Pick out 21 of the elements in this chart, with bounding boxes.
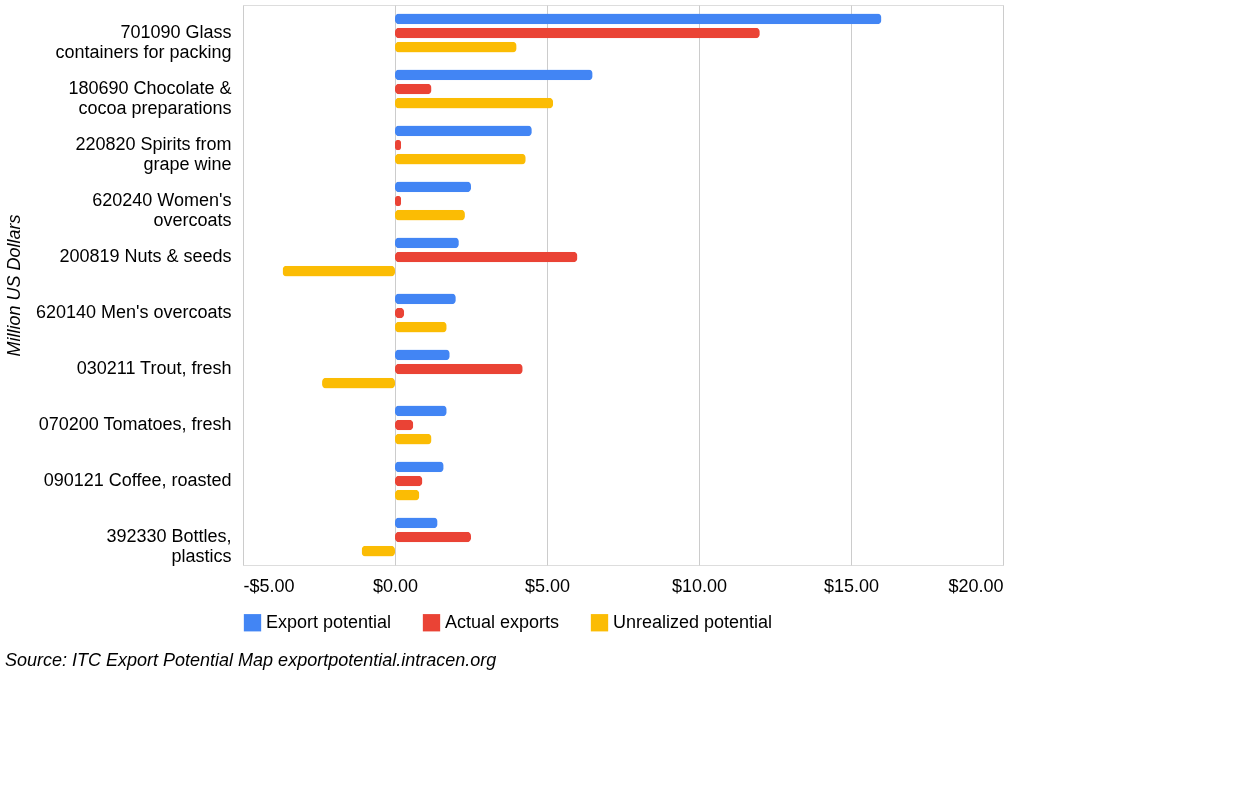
y-tick-label: 701090 Glass containers for packing xyxy=(55,22,232,62)
y-tick-label: 090121 Coffee, roasted xyxy=(43,470,232,490)
y-tick-label: 070200 Tomatoes, fresh xyxy=(38,414,232,434)
y-tick-label: 392330 Bottles, plastics xyxy=(106,526,232,566)
y-tick-label: 200819 Nuts & seeds xyxy=(59,246,232,266)
x-tick-label: $20.00 xyxy=(948,575,1004,596)
x-tick-label: -$5.00 xyxy=(243,575,295,596)
x-tick-label: $5.00 xyxy=(524,575,571,596)
y-tick-label: 620140 Men's overcoats xyxy=(35,302,232,322)
y-axis-title: Million US Dollars xyxy=(3,214,24,357)
y-tick-label: 220820 Spirits from grape wine xyxy=(75,134,232,174)
x-tick-label: $15.00 xyxy=(823,575,880,596)
legend-label: Unrealized potential xyxy=(613,611,773,632)
x-tick-label: $0.00 xyxy=(372,575,419,596)
y-tick-label: 030211 Trout, fresh xyxy=(76,358,232,378)
y-tick-label: 180690 Chocolate & cocoa preparations xyxy=(68,78,232,118)
x-tick-label: $10.00 xyxy=(671,575,728,596)
y-tick-label: 620240 Women's overcoats xyxy=(92,190,232,230)
legend-label: Actual exports xyxy=(445,611,560,632)
source-note: Source: ITC Export Potential Map exportpotential.intracen.org xyxy=(5,650,497,670)
legend-label: Export potential xyxy=(266,611,392,632)
